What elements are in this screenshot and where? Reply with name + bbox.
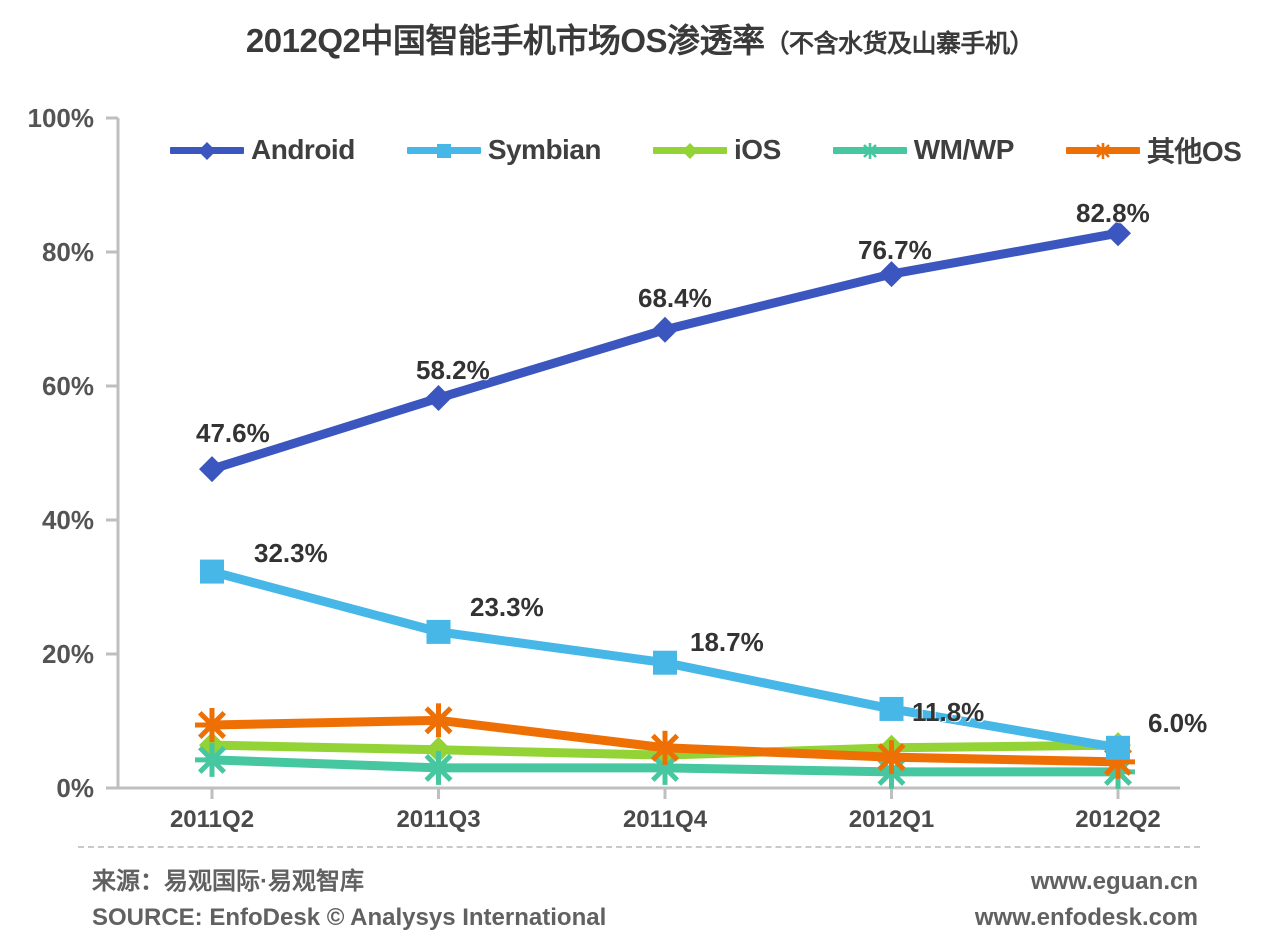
y-axis-tick-label: 80% (41, 237, 94, 267)
legend-label-android: Android (251, 134, 355, 165)
legend-item-symbian[interactable]: Symbian (406, 134, 602, 166)
chart-legend: Android Symbian iOS (170, 128, 1242, 172)
legend-label-ios: iOS (734, 134, 781, 165)
legend-label-other-os: 其他OS (1146, 136, 1242, 167)
x-axis-tick-label: 2011Q3 (396, 806, 481, 833)
asterisk-marker-icon (861, 143, 878, 159)
x-axis-tick-label: 2012Q2 (1075, 806, 1161, 833)
y-axis-tick-label: 60% (41, 371, 94, 401)
legend-item-wmwp[interactable]: WM/WP (832, 134, 1015, 166)
data-point-label: 68.4% (638, 283, 712, 313)
legend-item-other-os[interactable]: 其他OS (1065, 130, 1242, 170)
data-point-label: 23.3% (470, 592, 544, 622)
footer-url-eguan[interactable]: www.eguan.cn (1030, 868, 1198, 895)
data-point-label: 47.6% (196, 418, 270, 448)
legend-swatch-android (170, 139, 244, 161)
footer-divider (78, 846, 1200, 848)
legend-label-symbian: Symbian (487, 134, 602, 165)
square-marker-icon (436, 144, 451, 158)
legend-swatch-other-os (1065, 139, 1140, 161)
data-point-label: 32.3% (254, 538, 328, 568)
legend-label-wmwp: WM/WP (913, 134, 1015, 165)
footer-source: 来源：易观国际·易观智库 SOURCE: EnfoDesk © Analysys… (92, 864, 606, 936)
y-axis-tick-label: 40% (41, 505, 94, 535)
chart-title-note: （不含水货及山寨手机） (764, 30, 1035, 58)
data-point-label: 6.0% (1148, 708, 1208, 738)
footer-url-enfodesk[interactable]: www.enfodesk.com (974, 904, 1198, 931)
data-point-label: 11.8% (912, 697, 985, 727)
legend-swatch-wmwp (832, 139, 907, 161)
legend-item-ios[interactable]: iOS (653, 134, 781, 166)
chart-title-main: 2012Q2中国智能手机市场OS渗透率 (245, 22, 765, 59)
y-axis-tick-label: 20% (41, 639, 94, 669)
legend-swatch-symbian (406, 139, 481, 161)
x-axis-tick-label: 2012Q1 (848, 806, 935, 833)
data-point-label: 58.2% (416, 355, 490, 385)
footer-links: www.eguan.cn www.enfodesk.com (975, 864, 1198, 936)
asterisk-marker-icon (1094, 143, 1111, 159)
legend-item-android[interactable]: Android (170, 134, 355, 166)
x-axis-tick-label: 2011Q2 (169, 806, 255, 833)
data-point-label: 76.7% (858, 235, 932, 265)
chart-title: 2012Q2中国智能手机市场OS渗透率（不含水货及山寨手机） (0, 14, 1280, 62)
diamond-marker-icon (198, 142, 216, 160)
legend-swatch-ios (653, 139, 728, 161)
data-point-label: 18.7% (690, 627, 764, 657)
y-axis-tick-label: 100% (27, 103, 95, 133)
x-axis-tick-label: 2011Q4 (622, 806, 708, 833)
data-point-label: 82.8% (1076, 198, 1150, 228)
diamond-marker-icon (682, 143, 699, 159)
footer-source-en: SOURCE: EnfoDesk © Analysys Internationa… (92, 904, 607, 931)
y-axis-tick-label: 0% (56, 773, 94, 803)
footer-source-cn: 来源：易观国际·易观智库 (92, 868, 364, 895)
